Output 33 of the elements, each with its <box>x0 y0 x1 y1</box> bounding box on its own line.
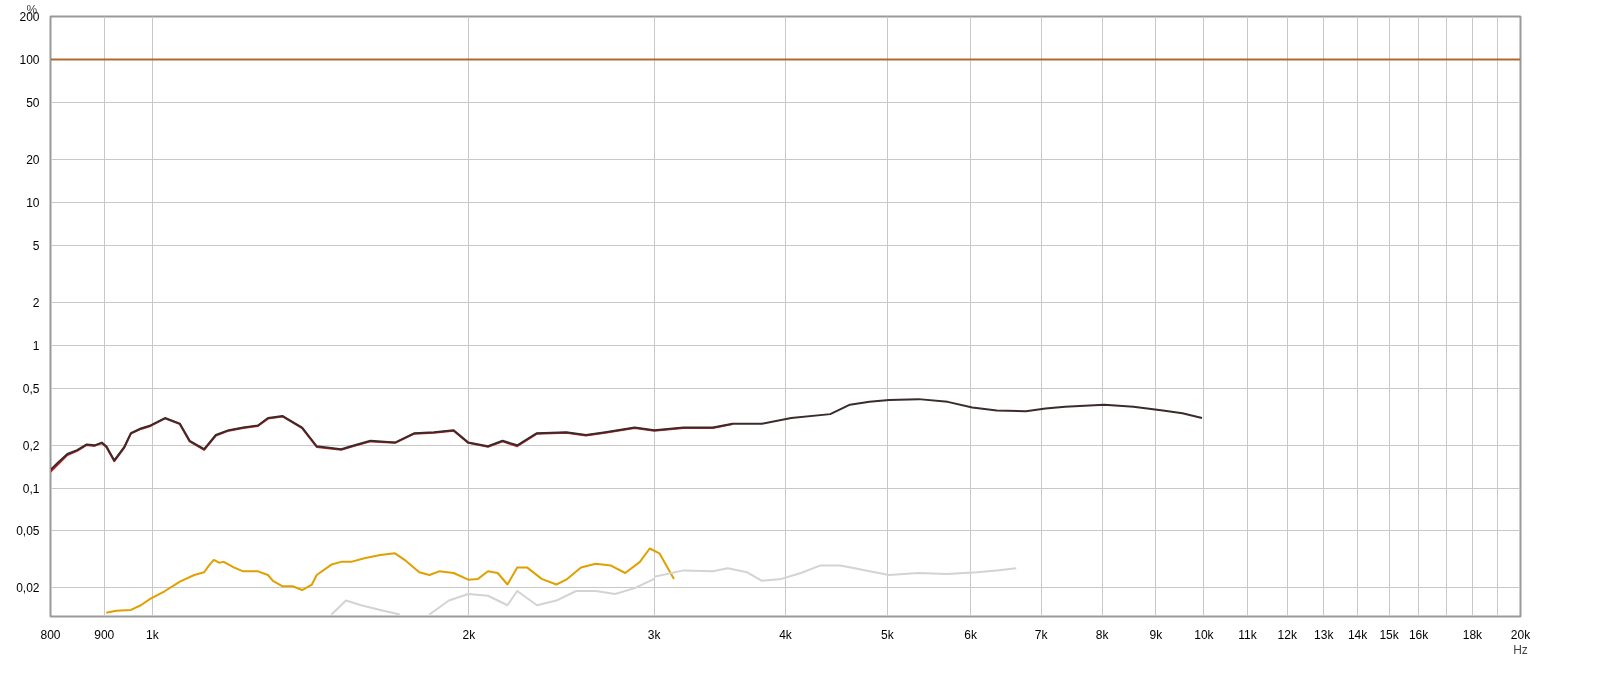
x-tick-label: 1k <box>146 627 160 642</box>
x-axis-title: Hz <box>1513 642 1528 657</box>
y-tick-label: 0,05 <box>16 524 40 539</box>
y-tick-label: 100 <box>19 53 40 67</box>
y-tick-label: 50 <box>26 96 40 110</box>
x-tick-label: 10k <box>1194 627 1215 642</box>
y-tick-label: 20 <box>26 152 40 167</box>
x-tick-label: 15k <box>1379 627 1400 642</box>
y-tick-label: 0,5 <box>22 381 40 396</box>
y-tick-label: 0,1 <box>22 481 40 496</box>
x-tick-label: 20k <box>1510 627 1532 642</box>
x-tick-label: 2k <box>462 627 477 642</box>
x-tick-label: 800 <box>40 627 61 642</box>
y-tick-label: 2 <box>32 295 40 310</box>
x-tick-label: 6k <box>964 627 979 642</box>
x-tick-label: 13k <box>1314 627 1335 642</box>
x-tick-label: 3k <box>647 627 662 642</box>
x-tick-label: 4k <box>779 627 793 642</box>
x-tick-label: 16k <box>1408 627 1430 642</box>
y-tick-label: 0,02 <box>16 581 40 596</box>
y-tick-label: 10 <box>26 195 40 210</box>
x-tick-label: 900 <box>94 627 115 642</box>
x-tick-label: 18k <box>1462 627 1484 642</box>
y-tick-label: 0,2 <box>22 438 40 453</box>
x-tick-label: 9k <box>1149 627 1164 642</box>
y-tick-label: 5 <box>32 238 40 253</box>
x-tick-label: 7k <box>1034 627 1049 642</box>
x-tick-label: 5k <box>881 627 895 642</box>
x-tick-label: 11k <box>1238 627 1258 642</box>
x-tick-label: 12k <box>1277 627 1298 642</box>
y-tick-label: 1 <box>32 338 40 353</box>
x-tick-label: 8k <box>1095 627 1110 642</box>
x-tick-label: 14k <box>1347 627 1369 642</box>
